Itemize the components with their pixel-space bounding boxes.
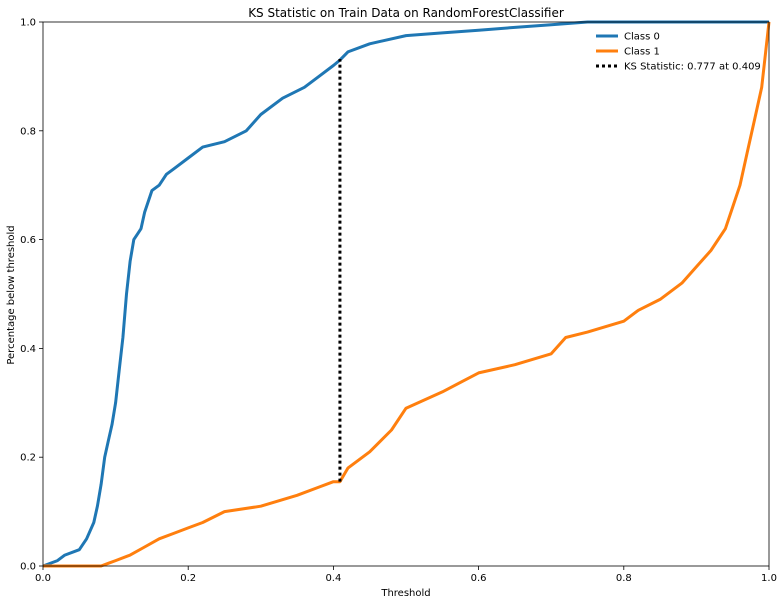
y-tick-label: 0.0 bbox=[20, 562, 36, 573]
y-tick-label: 0.4 bbox=[20, 344, 36, 355]
y-tick-label: 1.0 bbox=[20, 18, 36, 29]
y-axis-ticks: 0.0 0.2 0.4 0.6 0.8 1.0 bbox=[20, 18, 43, 573]
x-tick-label: 1.0 bbox=[761, 573, 777, 584]
plot-area bbox=[42, 20, 771, 568]
x-axis-label: Threshold bbox=[380, 588, 430, 599]
y-tick-label: 0.2 bbox=[20, 453, 36, 464]
chart-title: KS Statistic on Train Data on RandomFore… bbox=[248, 6, 564, 20]
x-tick-label: 0.8 bbox=[616, 573, 632, 584]
y-tick-label: 0.6 bbox=[20, 235, 36, 246]
x-tick-label: 0.0 bbox=[35, 573, 51, 584]
x-tick-label: 0.4 bbox=[325, 573, 341, 584]
legend-label: Class 0 bbox=[624, 32, 660, 43]
x-tick-label: 0.2 bbox=[180, 573, 196, 584]
legend: Class 0 Class 1 KS Statistic: 0.777 at 0.4… bbox=[596, 32, 761, 73]
legend-label: Class 1 bbox=[624, 47, 660, 58]
legend-label: KS Statistic: 0.777 at 0.409 bbox=[624, 62, 761, 73]
y-axis-label: Percentage below threshold bbox=[6, 225, 17, 364]
x-axis-ticks: 0.0 0.2 0.4 0.6 0.8 1.0 bbox=[35, 566, 777, 584]
x-tick-label: 0.6 bbox=[471, 573, 487, 584]
y-tick-label: 0.8 bbox=[20, 126, 36, 137]
series-line-class-1 bbox=[43, 21, 771, 568]
plot-frame bbox=[42, 21, 770, 567]
series-line-class-0 bbox=[42, 20, 769, 568]
